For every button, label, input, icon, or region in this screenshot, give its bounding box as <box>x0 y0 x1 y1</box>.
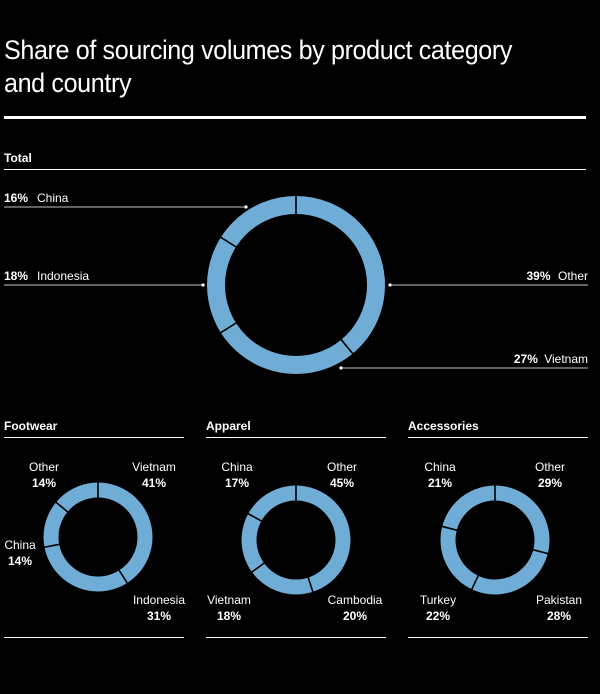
total-divider-vietnam <box>340 338 354 355</box>
footwear-divider-china <box>43 543 61 549</box>
total-divider-china <box>219 236 238 249</box>
accessories-divider-turkey <box>470 574 480 591</box>
total-leader-dot-other <box>388 283 392 287</box>
footwear-section-label: Footwear <box>4 419 58 433</box>
footwear-label-china: China <box>4 538 36 552</box>
apparel-value-cambodia: 20% <box>343 609 367 623</box>
total-leader-dot-china <box>244 205 248 209</box>
footwear-value-china: 14% <box>8 554 32 568</box>
accessories-label-turkey: Turkey <box>420 593 456 607</box>
accessories-bottom-rule <box>408 637 588 638</box>
footwear-label-other: Other <box>29 460 59 474</box>
apparel-bottom-rule <box>206 637 386 638</box>
accessories-ring <box>440 485 550 595</box>
apparel-divider-china <box>246 512 263 523</box>
total-ring <box>207 196 385 374</box>
accessories-divider-pakistan <box>532 548 549 555</box>
footwear-section-rule <box>4 437 184 438</box>
apparel-value-other: 45% <box>330 476 354 490</box>
total-value-other: 39% <box>526 269 550 283</box>
apparel-ring <box>241 485 351 595</box>
total-donut <box>207 195 385 374</box>
footwear-value-indonesia: 31% <box>147 609 171 623</box>
accessories-value-turkey: 22% <box>426 609 450 623</box>
total-label-indonesia: Indonesia <box>37 269 89 283</box>
total-section-rule <box>4 169 586 170</box>
total-divider-indonesia <box>219 321 238 334</box>
total-section-label: Total <box>4 151 32 165</box>
accessories-value-china: 21% <box>428 476 452 490</box>
accessories-divider-china <box>441 525 458 532</box>
apparel-value-china: 17% <box>225 476 249 490</box>
total-value-vietnam: 27% <box>514 352 538 366</box>
accessories-label-other: Other <box>535 460 565 474</box>
total-label-vietnam: Vietnam <box>544 352 588 366</box>
accessories-section-label: Accessories <box>408 419 479 433</box>
total-leader-dot-vietnam <box>339 366 343 370</box>
accessories-label-pakistan: Pakistan <box>536 593 582 607</box>
footwear-label-vietnam: Vietnam <box>132 460 176 474</box>
apparel-divider-vietnam <box>250 561 266 574</box>
footwear-divider-other <box>54 501 69 514</box>
total-label-china: China <box>37 191 69 205</box>
total-leader-dot-indonesia <box>201 283 205 287</box>
apparel-section-label: Apparel <box>206 419 251 433</box>
footwear-value-vietnam: 41% <box>142 476 166 490</box>
footwear-divider-indonesia <box>117 569 129 585</box>
apparel-label-cambodia: Cambodia <box>328 593 383 607</box>
apparel-section-rule <box>206 437 386 438</box>
title-rule <box>4 116 586 119</box>
accessories-value-pakistan: 28% <box>547 609 571 623</box>
apparel-donut <box>241 484 351 595</box>
footwear-ring <box>43 482 153 592</box>
footwear-value-other: 14% <box>32 476 56 490</box>
accessories-donut <box>440 484 550 595</box>
chart-title: Share of sourcing volumes by product cat… <box>4 35 513 98</box>
accessories-label-china: China <box>424 460 456 474</box>
apparel-label-vietnam: Vietnam <box>207 593 251 607</box>
footwear-donut <box>43 481 153 592</box>
apparel-label-other: Other <box>327 460 357 474</box>
total-value-china: 16% <box>4 191 28 205</box>
footwear-label-indonesia: Indonesia <box>133 593 185 607</box>
total-value-indonesia: 18% <box>4 269 28 283</box>
apparel-label-china: China <box>221 460 253 474</box>
accessories-value-other: 29% <box>538 476 562 490</box>
apparel-value-vietnam: 18% <box>217 609 241 623</box>
accessories-section-rule <box>408 437 588 438</box>
apparel-divider-cambodia <box>307 576 314 594</box>
total-label-other: Other <box>558 269 588 283</box>
footwear-bottom-rule <box>4 637 184 638</box>
